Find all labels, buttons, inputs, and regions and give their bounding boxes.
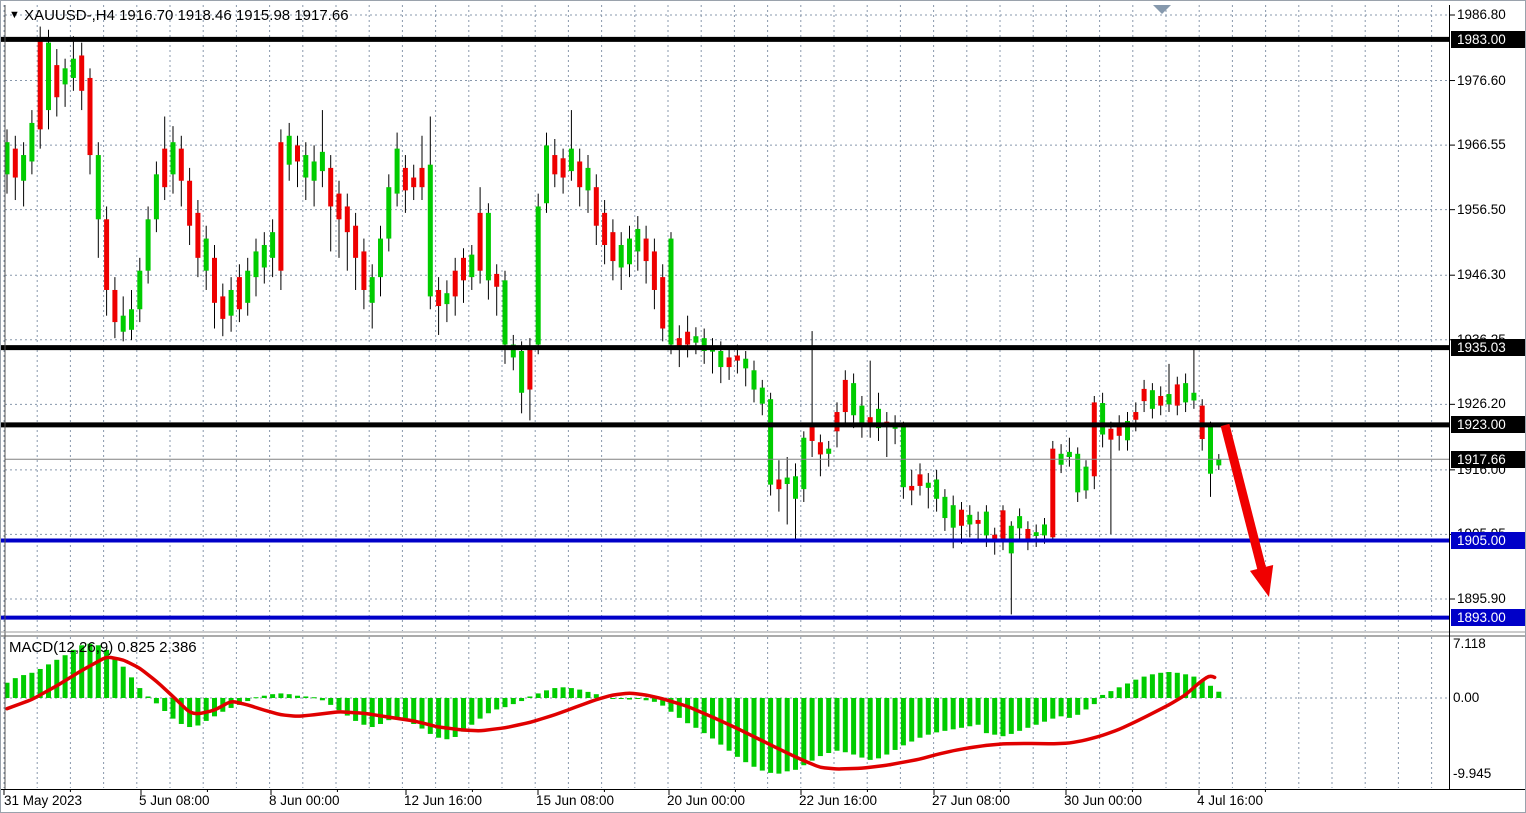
time-axis-label: 5 Jun 08:00 [139, 793, 210, 808]
price-level-badge: 1893.00 [1451, 609, 1525, 627]
trend-arrow-line[interactable] [1220, 423, 1267, 573]
price-tick-label: 1986.80 [1457, 7, 1506, 22]
macd-name: MACD(12,26,9) [9, 639, 114, 656]
time-axis-label: 31 May 2023 [4, 793, 83, 808]
time-axis-label: 12 Jun 16:00 [404, 793, 483, 808]
ohlc-open: 1916.70 [119, 7, 174, 24]
time-axis-label: 27 Jun 08:00 [932, 793, 1011, 808]
macd-indicator-label: MACD(12,26,9) 0.825 2.386 [9, 639, 197, 656]
price-level-badge: 1923.00 [1451, 416, 1525, 434]
price-level-badge: 1983.00 [1451, 30, 1525, 48]
trend-arrow-head[interactable] [1249, 564, 1274, 597]
price-level-badge: 1935.03 [1451, 339, 1525, 357]
price-tick-label: 1895.90 [1457, 590, 1506, 606]
time-axis-label: 20 Jun 00:00 [667, 793, 746, 808]
macd-signal-value: 2.386 [159, 639, 197, 656]
macd-main-value: 0.825 [117, 639, 155, 656]
time-axis-label: 15 Jun 08:00 [536, 793, 615, 808]
price-tick-label: 1926.20 [1457, 396, 1506, 412]
macd-tick-label: -9.945 [1453, 765, 1492, 781]
ohlc-high: 1918.46 [177, 7, 232, 24]
price-tick-label: 1966.55 [1457, 137, 1506, 153]
price-tick-label: 1976.60 [1457, 72, 1506, 88]
chart-shift-marker-icon[interactable] [1153, 5, 1171, 14]
time-axis-label: 22 Jun 16:00 [799, 793, 878, 808]
macd-tick-label: 7.118 [1453, 635, 1486, 651]
ohlc-low: 1915.98 [235, 7, 291, 24]
chart-title: ▼ XAUUSD-,H4 1916.70 1918.46 1915.98 191… [9, 7, 349, 24]
price-level-badge: 1905.00 [1451, 532, 1525, 550]
price-tick-label: 1946.30 [1457, 267, 1506, 283]
macd-tick-label: 0.00 [1453, 690, 1480, 705]
expander-down-triangle-icon[interactable]: ▼ [9, 9, 20, 21]
price-level-badge: 1917.66 [1451, 450, 1525, 468]
time-axis-label: 4 Jul 16:00 [1197, 793, 1264, 808]
ohlc-close: 1917.66 [294, 7, 349, 24]
time-axis-label: 8 Jun 00:00 [269, 793, 340, 808]
time-axis-label: 30 Jun 00:00 [1064, 793, 1143, 808]
symbol-period-label: XAUUSD-,H4 [24, 7, 115, 24]
price-tick-label: 1956.50 [1457, 201, 1506, 217]
